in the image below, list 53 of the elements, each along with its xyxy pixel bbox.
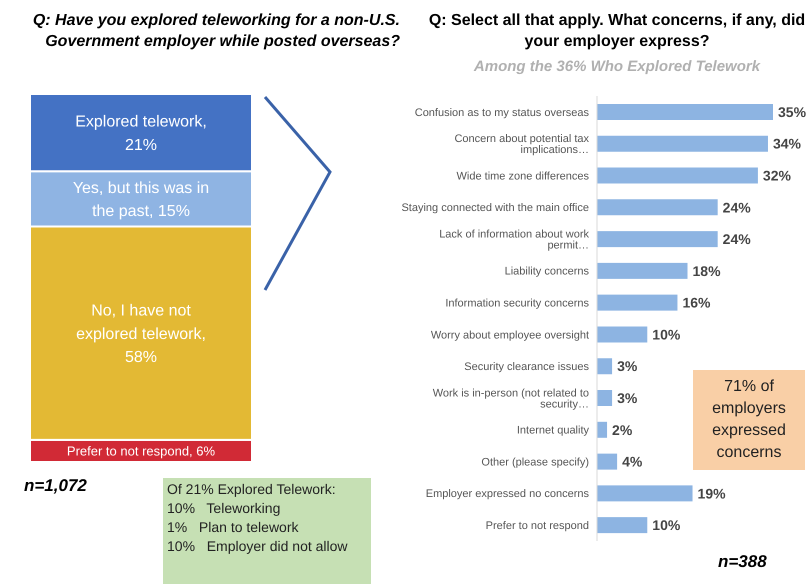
data-label: 19% [698,485,726,502]
bar [597,168,758,184]
data-label: Yes, but this was in the past, 15% [72,180,210,220]
data-label: 24% [722,199,752,216]
text: n=1,072 [24,476,87,496]
y-tick-label: Other (please specify) [481,456,589,468]
y-tick-label: Staying connected with the main office [401,202,589,214]
bar [597,390,612,406]
data-label: 10% [652,517,681,534]
text: n=388 [718,552,767,572]
data-label: No, I have not explored telework, 58% [76,302,206,366]
bar [597,326,648,342]
note-box: 71% of employers expressed concerns [693,370,805,470]
bar [597,358,612,374]
data-label: 24% [722,231,752,248]
bar [597,517,648,534]
bar [597,104,773,120]
bar [597,454,618,470]
data-label: Explored telework, 21% [75,114,207,154]
y-tick-label: Lack of information about work permit… [439,228,590,252]
y-tick-label: Work is in-person (not related to security… [432,387,589,410]
bar [597,231,718,248]
bar [597,262,688,279]
bar [597,294,678,311]
data-label: 16% [682,294,712,311]
y-tick-label: Wide time zone differences [456,170,590,182]
y-tick-label: Internet quality [516,424,590,437]
data-label: 32% [762,168,792,184]
data-label: 35% [778,104,807,120]
bar [597,422,608,438]
chart-title: Q: Have you explored teleworking for a non-U.S. Government employer while posted overseas? [32,11,400,52]
data-label: 3% [617,390,638,406]
note-box: Of 21% Explored Telework: 10% Teleworking 1% Plan to telework 10% Employer did not allow [163,478,371,584]
y-tick-label: Employer expressed no concerns [426,488,590,500]
y-tick-label: Security clearance issues [464,361,590,374]
data-label: 2% [612,422,633,438]
data-label: 3% [617,358,638,374]
data-label: 18% [692,262,722,279]
data-label: Prefer to not respond, 6% [66,444,216,459]
y-tick-label: Concern about potential tax implications… [454,133,590,156]
bar [597,136,768,152]
y-tick-label: Prefer to not respond [486,520,589,532]
data-label: 34% [772,136,802,152]
y-tick-label: Worry about employee oversight [430,329,589,342]
chart-subtitle: Among the 36% Who Explored Telework [472,58,762,75]
bar [597,485,693,502]
y-tick-label: Confusion as to my status overseas [414,106,590,119]
y-tick-label: Liability concerns [504,266,590,278]
data-label: 4% [622,454,643,470]
data-label: 10% [652,326,681,342]
bar [597,199,718,216]
chart-title: Q: Select all that apply. What concerns, if any, did your employer express? [428,11,806,52]
y-tick-label: Information security concerns [445,298,590,310]
